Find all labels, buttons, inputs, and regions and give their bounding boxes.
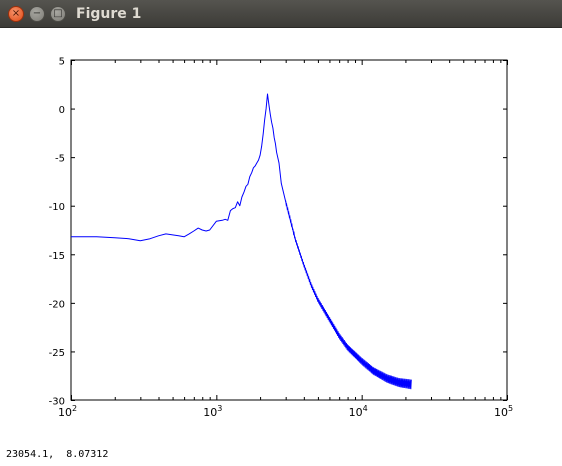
x-tick-label: 105: [494, 404, 513, 419]
x-tick-label: 104: [349, 404, 368, 419]
y-tick-label: -5: [55, 154, 65, 165]
maximize-button[interactable]: □: [50, 6, 66, 22]
y-tick-label: -15: [49, 251, 65, 262]
y-tick-label: -25: [49, 348, 65, 359]
plot-frame: [70, 59, 508, 401]
minimize-icon: −: [32, 8, 42, 19]
series-ripple: [285, 200, 412, 390]
y-tick-label: -10: [49, 202, 65, 213]
close-icon: ×: [11, 8, 21, 19]
window-title: Figure 1: [76, 6, 142, 22]
y-tick-label: -20: [49, 299, 65, 310]
x-tick-label: 102: [58, 404, 77, 419]
close-button[interactable]: ×: [8, 6, 24, 22]
status-coordinates: 23054.1, 8.07312: [6, 449, 109, 460]
minimize-button[interactable]: −: [29, 6, 45, 22]
y-tick-label: -30: [49, 397, 65, 408]
window-titlebar: × − □ Figure 1: [0, 0, 562, 28]
figure-canvas[interactable]: 5 0 -5 -10 -15 -20 -25 -30 102 103 104 105: [0, 28, 562, 462]
x-tick-label: 103: [203, 404, 222, 419]
y-tick-label: 0: [59, 105, 65, 116]
maximize-icon: □: [53, 8, 63, 19]
series-line: [71, 93, 412, 385]
y-tick-label: 5: [59, 57, 65, 68]
